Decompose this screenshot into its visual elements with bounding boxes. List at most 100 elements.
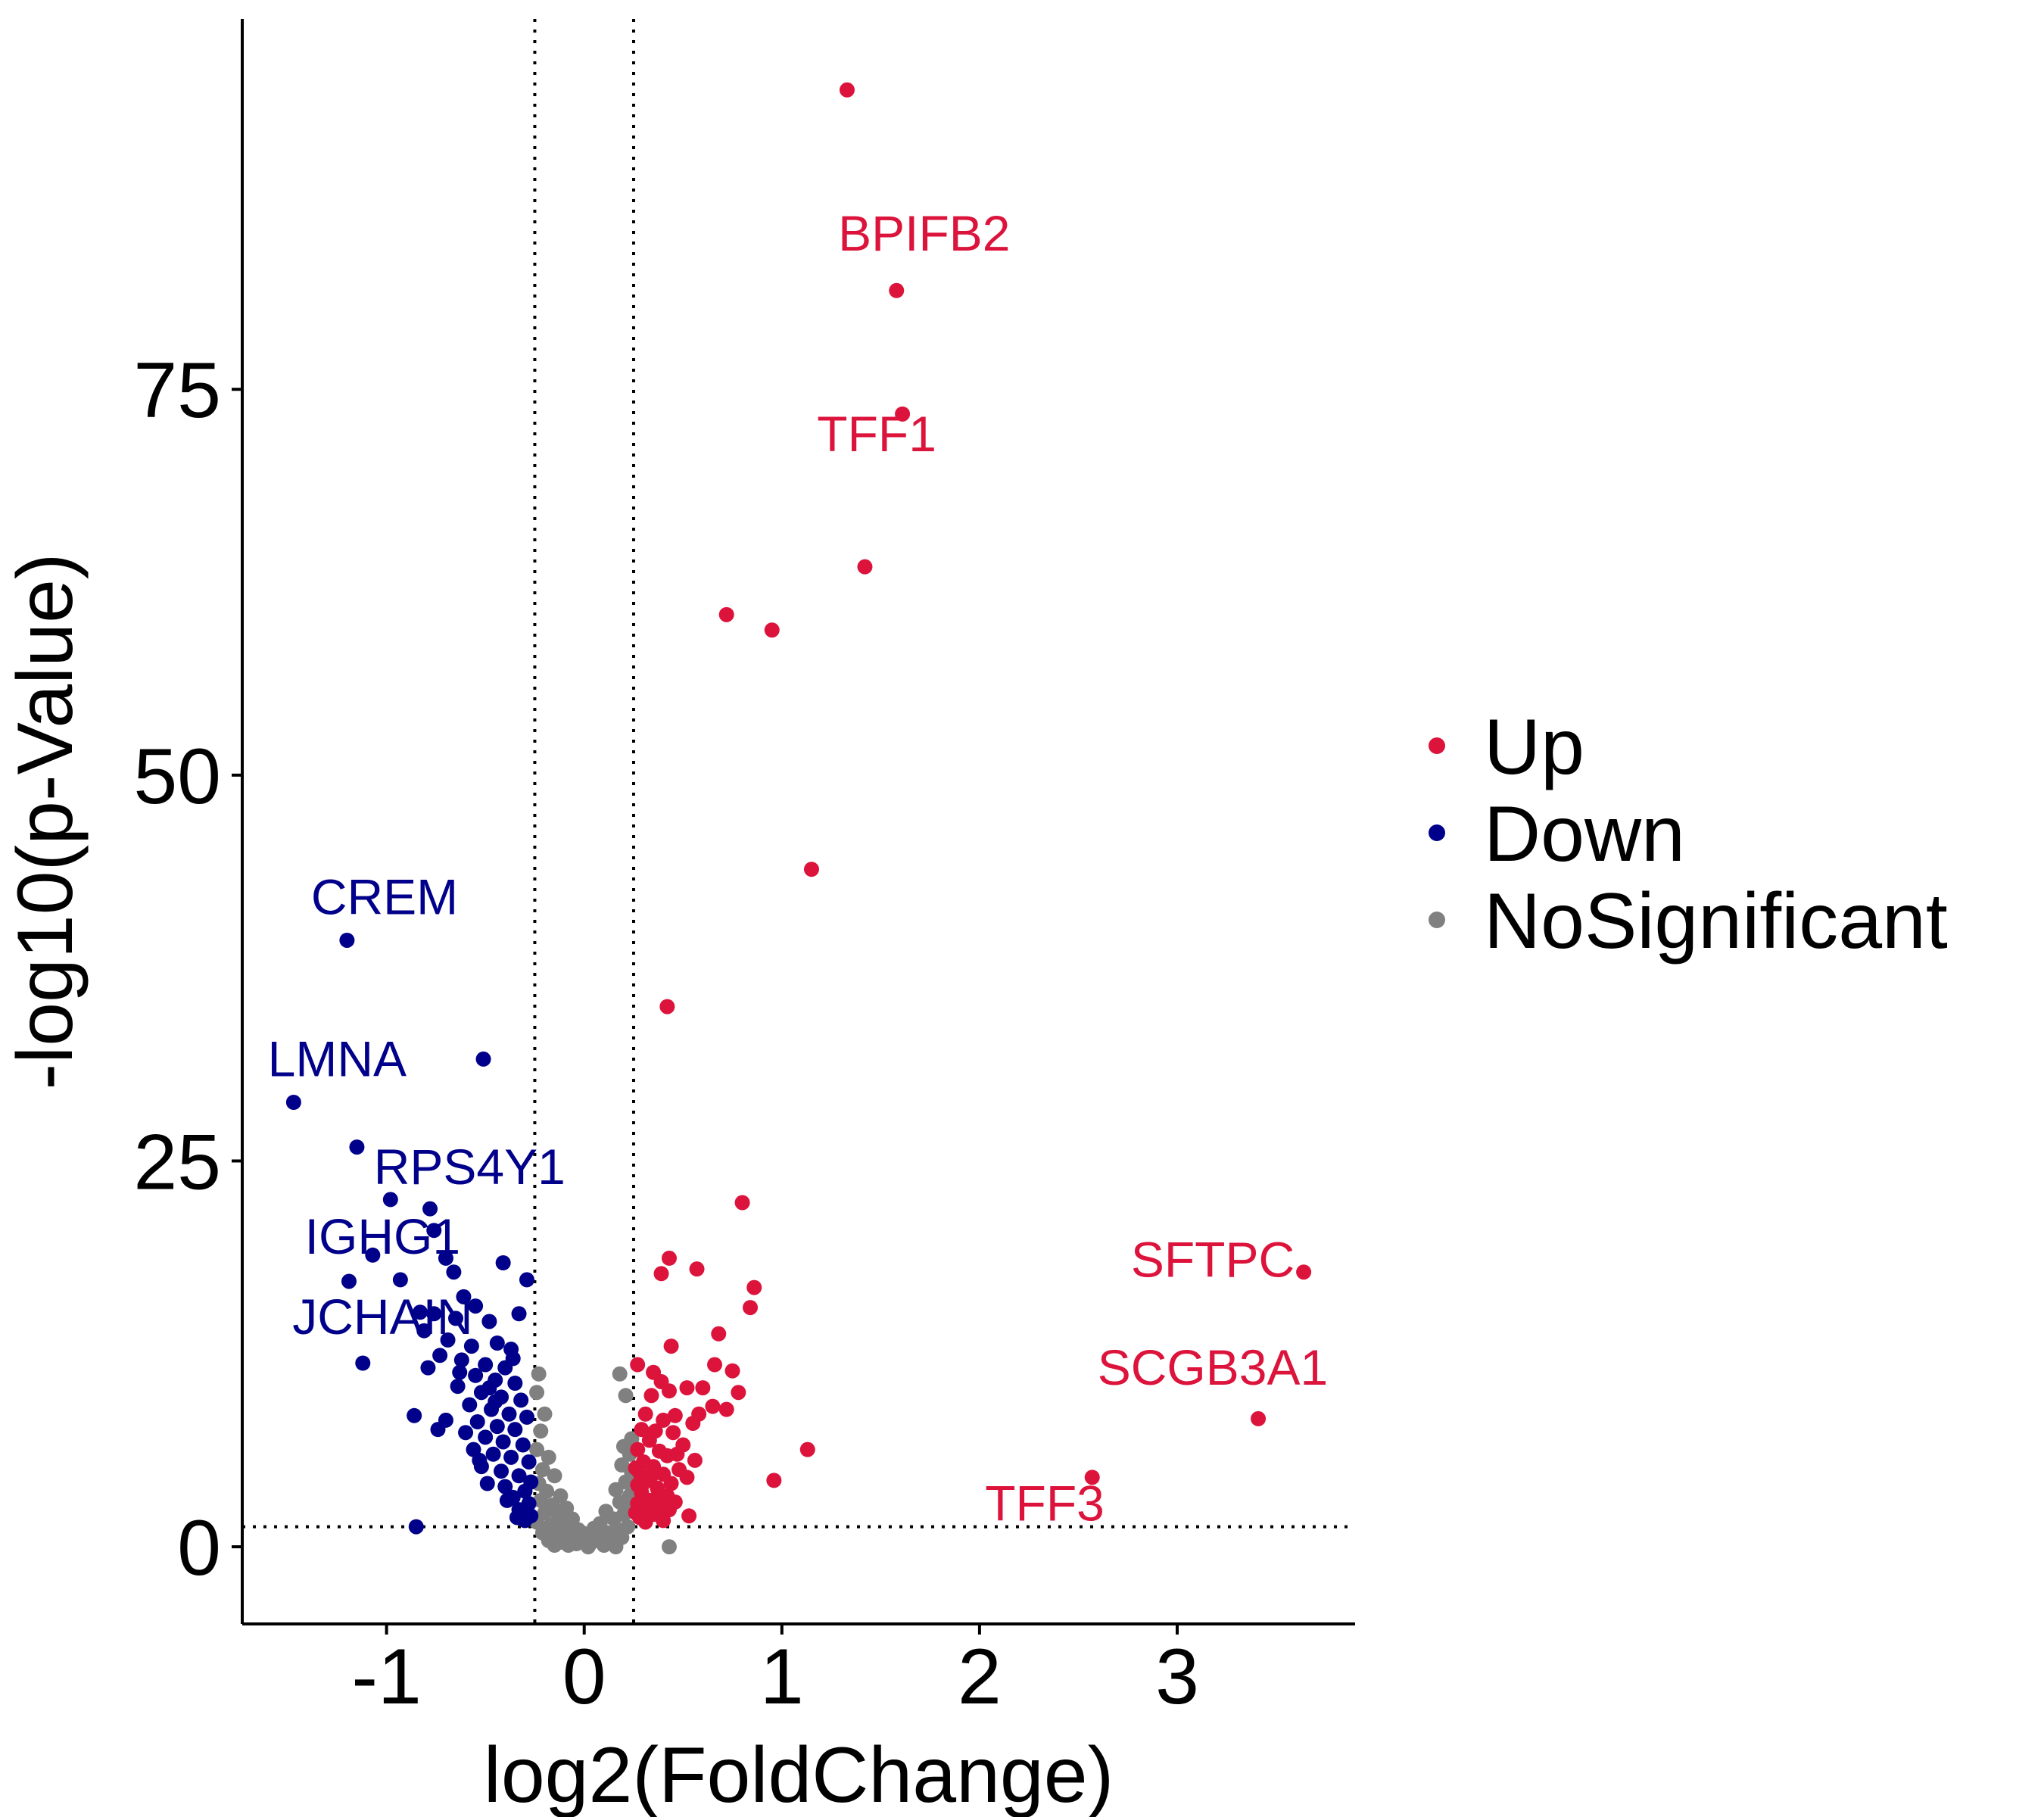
data-point-up [669,1446,685,1462]
data-point-up [628,1505,643,1521]
data-point-down [517,1483,533,1499]
data-point-up [695,1380,711,1396]
data-point-up [643,1468,659,1484]
legend-label-up: Up [1484,703,1584,791]
data-point-down [349,1139,365,1155]
data-point-nosignificant [618,1388,634,1404]
data-point-up [889,282,905,298]
data-point-down [408,1519,424,1535]
data-point-down [469,1413,485,1429]
data-point-nosignificant [531,1366,547,1382]
y-tick-label: 50 [133,733,221,821]
data-point-down [503,1449,519,1465]
data-point-down [511,1468,527,1484]
data-point-down [355,1355,371,1371]
gene-label: CREM [311,868,458,924]
axes [241,19,1355,1625]
data-point-down [488,1394,503,1410]
data-point-up [637,1406,653,1422]
data-point-up [711,1326,727,1342]
data-point-nosignificant [620,1519,636,1535]
data-point-up [705,1398,721,1414]
y-ticks: 0 25 50 75 [133,347,242,1592]
x-tick-label: 2 [958,1633,1002,1721]
data-point-down [285,1095,301,1110]
data-point-up [681,1508,697,1524]
data-point-nosignificant [537,1406,553,1422]
data-point-down [463,1339,479,1354]
data-point-down [416,1323,432,1339]
gene-label: BPIFB2 [838,205,1010,261]
data-point-down [501,1406,517,1422]
data-point-nosignificant [580,1539,596,1555]
data-point-down [365,1247,381,1263]
x-tick-label: 3 [1155,1633,1199,1721]
data-point-up [1084,1469,1100,1485]
data-point-nosignificant [661,1539,677,1555]
gene-label: RPS4Y1 [374,1139,566,1195]
data-point-nosignificant [547,1468,562,1484]
y-axis-title: -log10(p-Value) [2,553,89,1089]
data-point-up [799,1441,815,1457]
data-point-up [661,1250,677,1266]
data-point-up [647,1491,663,1507]
data-point-down [472,1452,488,1468]
data-point-nosignificant [598,1504,614,1519]
data-point-nosignificant [541,1449,556,1465]
data-point-up [718,606,734,622]
data-point-down [462,1397,478,1413]
data-point-down [446,1264,462,1280]
data-point-nosignificant [529,1385,545,1401]
data-point-down [440,1332,456,1348]
data-point-up [637,1514,653,1530]
data-point-nosignificant [586,1520,602,1536]
legend-key-up [1429,737,1445,754]
data-point-up [766,1473,782,1488]
data-point-down [519,1409,534,1425]
x-tick-label: 0 [562,1633,606,1721]
gene-label: LMNA [268,1030,407,1086]
data-point-up [718,1401,734,1417]
data-point-up [857,559,873,575]
data-point-up [643,1388,659,1404]
data-point-down [513,1392,529,1408]
gene-label: IGHG1 [305,1208,460,1264]
data-point-down [499,1492,515,1508]
data-point-down [497,1479,513,1494]
legend-key-down [1429,824,1445,841]
data-point-up [679,1380,695,1396]
data-point-up [661,1383,677,1399]
data-point-up [839,82,855,98]
data-point-up [630,1441,646,1457]
x-axis-title: log2(FoldChange) [484,1731,1114,1817]
data-point-down [453,1352,469,1368]
data-point-down [494,1463,509,1479]
data-point-down [485,1446,501,1462]
gene-label: TFF3 [985,1475,1105,1531]
data-point-down [519,1272,534,1288]
data-point-down [507,1376,523,1391]
data-point-down [468,1367,484,1383]
data-point-up [679,1469,695,1485]
data-point-up [659,999,675,1014]
data-point-up [731,1385,746,1401]
data-point-up [663,1339,679,1354]
data-point-nosignificant [534,1462,550,1478]
data-point-down [450,1379,466,1395]
gene-label: SFTPC [1131,1231,1295,1287]
data-point-up [656,1412,671,1428]
data-point-down [432,1348,448,1364]
data-point-up [628,1460,643,1476]
data-point-nosignificant [560,1538,576,1554]
data-point-up [707,1357,723,1373]
data-point-up [634,1479,650,1494]
data-point-down [489,1419,505,1435]
data-point-up [1251,1410,1267,1426]
data-point-down [521,1454,537,1469]
data-point-down [426,1306,442,1322]
data-point-nosignificant [608,1539,624,1555]
gene-labels: BPIFB2 TFF1 SFTPC SCGB3A1 TFF3 CREM LMNA RPS4Y1… [268,205,1329,1532]
gene-label: TFF1 [817,406,936,462]
data-point-down [495,1255,511,1270]
data-point-up [895,406,911,422]
